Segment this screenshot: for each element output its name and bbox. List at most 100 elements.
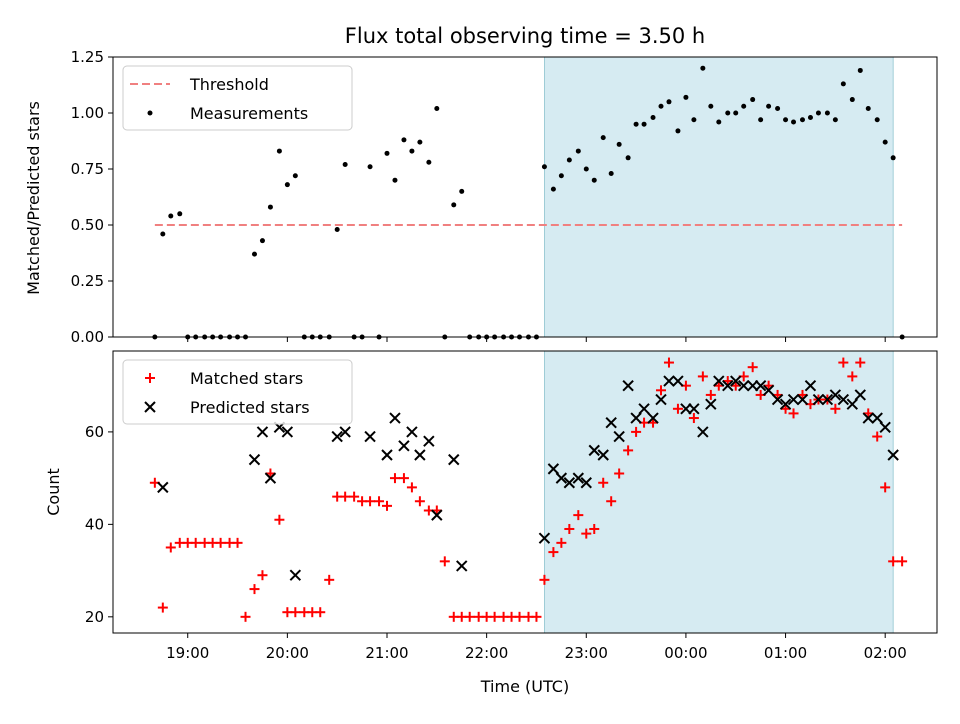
matched-star-point xyxy=(464,611,475,622)
marker-stroke xyxy=(381,449,393,461)
matched-star-point xyxy=(548,547,559,558)
measurement-point xyxy=(426,159,432,165)
matched-star-point xyxy=(439,556,450,567)
ratio-panel: 0.00 0.25 0.50 0.75 1.00 1.25 Threshold Measure… xyxy=(71,48,938,346)
predicted-star-point xyxy=(256,426,269,438)
measurement-point xyxy=(791,119,797,125)
marker-stroke xyxy=(796,393,809,406)
measurement-point xyxy=(666,99,672,105)
y-tick-label: 1.00 xyxy=(71,104,104,122)
predicted-star-point xyxy=(389,412,401,424)
marker-stroke xyxy=(630,412,642,424)
matched-star-point xyxy=(573,510,584,521)
measurement-point xyxy=(849,97,855,103)
marker-stroke xyxy=(705,398,717,410)
y-tick-label: 60 xyxy=(85,423,104,441)
legend-measurement-swatch xyxy=(147,110,153,116)
measurement-point xyxy=(832,117,838,123)
legend-label: Measurements xyxy=(190,104,308,123)
matched-star-point xyxy=(349,491,360,502)
measurement-point xyxy=(807,114,813,120)
matched-star-point xyxy=(190,537,201,548)
marker-stroke xyxy=(389,412,401,424)
measurement-point xyxy=(766,103,772,109)
matched-star-point xyxy=(705,389,716,400)
measurement-point xyxy=(541,164,547,170)
marker-stroke xyxy=(431,509,443,521)
predicted-star-point xyxy=(597,449,609,461)
marker-stroke xyxy=(829,389,842,401)
marker-stroke xyxy=(854,389,866,401)
measurement-point xyxy=(716,119,722,125)
legend-box xyxy=(122,359,353,425)
marker-stroke xyxy=(448,453,460,466)
predicted-star-point xyxy=(771,393,784,406)
marker-stroke xyxy=(821,393,834,406)
marker-stroke xyxy=(538,532,551,544)
marker-stroke xyxy=(812,393,825,406)
predicted-star-point xyxy=(381,449,393,461)
matched-star-point xyxy=(614,468,625,479)
predicted-star-point xyxy=(431,509,443,521)
marker-stroke xyxy=(771,393,784,406)
predicted-star-point xyxy=(423,435,435,447)
predicted-star-point xyxy=(456,560,468,572)
predicted-star-point xyxy=(638,403,650,415)
matched-star-point xyxy=(564,523,575,534)
legend: Threshold Measurements xyxy=(122,65,353,131)
predicted-star-point xyxy=(862,412,874,424)
measurement-point xyxy=(691,117,697,123)
predicted-star-point xyxy=(821,393,834,406)
marker-stroke xyxy=(248,453,261,466)
matched-star-point xyxy=(389,473,400,484)
measurement-point xyxy=(824,110,830,116)
x-tick-label: 01:00 xyxy=(764,644,807,662)
matched-star-point xyxy=(623,445,634,456)
measurement-point xyxy=(459,188,465,194)
measurement-point xyxy=(434,106,440,112)
measurement-point xyxy=(292,173,298,179)
marker-stroke xyxy=(605,416,617,429)
predicted-star-point xyxy=(796,393,809,406)
matched-star-point xyxy=(365,496,376,507)
predicted-star-point xyxy=(580,477,592,489)
matched-star-point xyxy=(631,426,642,437)
measurement-point xyxy=(401,137,407,143)
matched-star-point xyxy=(232,537,243,548)
y-tick-label: 20 xyxy=(85,608,104,626)
matched-star-point xyxy=(880,482,891,493)
matched-star-point xyxy=(663,357,674,368)
y-tick-label: 0.25 xyxy=(71,272,104,290)
measurement-point xyxy=(251,251,257,257)
matched-star-point xyxy=(855,357,866,368)
measurement-point xyxy=(392,177,398,183)
observing-window-span xyxy=(544,56,894,338)
predicted-star-point xyxy=(281,426,294,438)
predicted-star-point xyxy=(787,393,800,406)
predicted-star-point xyxy=(588,444,600,457)
marker-stroke xyxy=(737,379,750,392)
x-tick-label: 00:00 xyxy=(664,644,707,662)
matched-star-point xyxy=(838,357,849,368)
axes-frame xyxy=(112,56,938,338)
marker-stroke xyxy=(655,393,667,406)
x-tick-label: 19:00 xyxy=(166,644,209,662)
marker-stroke xyxy=(597,449,609,461)
matched-star-point xyxy=(672,403,683,414)
legend-predicted-swatch xyxy=(144,401,156,413)
predicted-star-point xyxy=(248,453,261,466)
measurement-point xyxy=(600,135,606,141)
marker-stroke xyxy=(754,379,767,392)
matched-star-point xyxy=(215,537,226,548)
predicted-star-point xyxy=(647,412,659,424)
matched-star-point xyxy=(315,607,326,618)
marker-stroke xyxy=(289,569,302,581)
marker-stroke xyxy=(622,379,634,392)
measurement-point xyxy=(367,164,373,170)
measurement-point xyxy=(334,226,340,232)
legend-label: Matched stars xyxy=(190,369,303,388)
top-y-axis-label: Matched/Predicted stars xyxy=(24,101,43,295)
marker-stroke xyxy=(563,477,576,489)
measurement-point xyxy=(409,148,415,154)
measurement-point xyxy=(451,202,457,208)
